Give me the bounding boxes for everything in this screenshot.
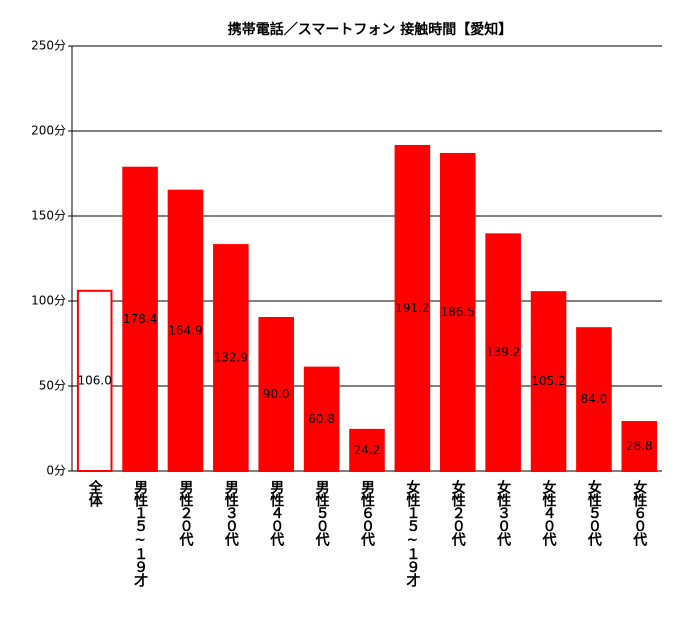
bar	[439, 152, 476, 472]
value-label: 186.5	[441, 305, 475, 319]
y-tick-label: 0分	[46, 464, 66, 478]
x-tick-label: 男性３０代	[223, 480, 240, 547]
value-label: 24.2	[354, 443, 381, 457]
value-label: 191.2	[395, 301, 429, 315]
x-tick-label: 女性５０代	[586, 479, 603, 547]
value-label: 105.2	[531, 374, 565, 388]
value-label: 164.9	[168, 323, 202, 337]
x-tick-label: 女性４０代	[541, 479, 558, 547]
x-tick-label: 全体	[87, 479, 104, 508]
y-tick-label: 50分	[39, 379, 66, 393]
x-tick-label: 男性４０代	[268, 480, 285, 547]
bar	[167, 189, 204, 472]
value-label: 139.2	[486, 345, 520, 359]
value-label: 178.4	[123, 312, 157, 326]
x-tick-label: 男性２０代	[177, 480, 194, 547]
bar	[349, 428, 385, 472]
y-tick-label: 200分	[31, 124, 66, 138]
bar	[213, 244, 249, 472]
x-tick-label: 女性３０代	[495, 479, 512, 547]
x-tick-label: 女性１５~１９才	[404, 479, 420, 588]
bar	[122, 166, 158, 472]
x-tick-label: 男性１５~１９才	[132, 480, 148, 588]
value-label: 106.0	[78, 373, 112, 387]
x-tick-label: 男性６０代	[359, 480, 376, 547]
y-tick-label: 150分	[31, 209, 66, 223]
value-label: 132.9	[214, 351, 248, 365]
x-tick-label: 男性５０代	[314, 480, 331, 547]
bar	[76, 289, 113, 472]
y-tick-label: 250分	[31, 39, 66, 53]
bar	[576, 327, 612, 473]
value-label: 84.0	[581, 392, 608, 406]
bar	[303, 366, 340, 473]
value-label: 28.8	[626, 439, 653, 453]
bar	[394, 144, 431, 473]
value-label: 60.8	[308, 412, 335, 426]
bar	[530, 291, 567, 472]
bar	[485, 233, 521, 472]
chart-title: 携帯電話／スマートフォン 接触時間【愛知】	[228, 21, 512, 38]
y-tick-label: 100分	[31, 294, 66, 308]
value-label: 90.0	[263, 387, 290, 401]
x-tick-label: 女性６０代	[631, 479, 648, 547]
bar	[621, 421, 658, 473]
x-tick-label: 女性２０代	[450, 479, 467, 547]
bar	[258, 317, 295, 472]
